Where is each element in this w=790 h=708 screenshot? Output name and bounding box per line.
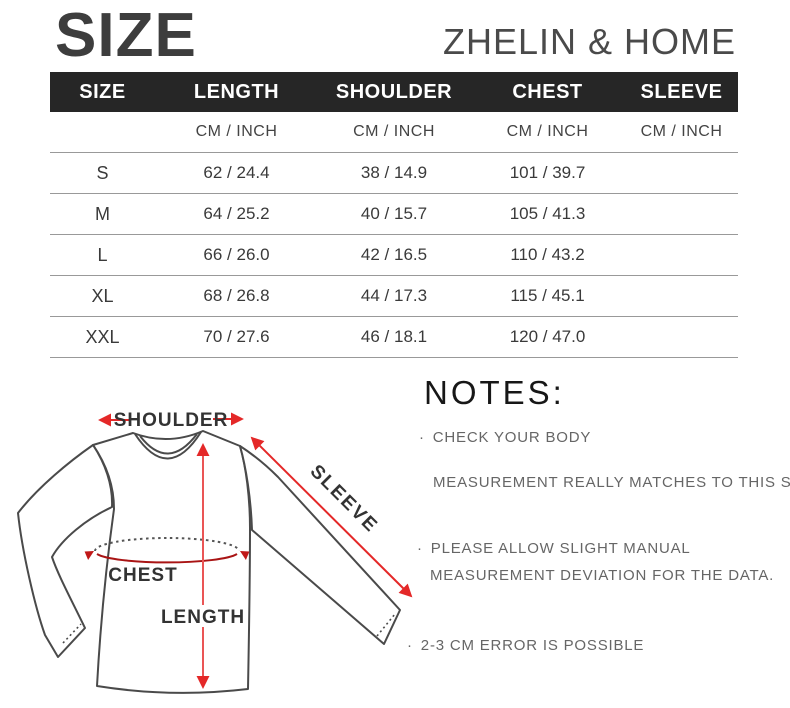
- table-row: M 64 / 25.2 40 / 15.7 105 / 41.3: [50, 194, 738, 235]
- note-item: · CHECK YOUR BODY: [419, 429, 591, 446]
- table-row: S 62 / 24.4 38 / 14.9 101 / 39.7: [50, 153, 738, 194]
- length-cell: 64 / 25.2: [203, 204, 270, 223]
- note-item: · 2-3 CM ERROR IS POSSIBLE: [407, 637, 644, 654]
- header-cell-size: SIZE: [79, 80, 126, 103]
- unit-cell: CM / INCH: [195, 123, 278, 140]
- left-sleeve: [17, 444, 114, 658]
- unit-cell: CM / INCH: [506, 123, 589, 140]
- table-row: XL 68 / 26.8 44 / 17.3 115 / 45.1: [50, 276, 738, 317]
- chest-cell: 120 / 47.0: [509, 327, 586, 346]
- note-item-continuation: MEASUREMENT DEVIATION FOR THE DATA.: [430, 567, 774, 584]
- note-text: MEASUREMENT DEVIATION FOR THE DATA.: [430, 567, 775, 584]
- table-header-row: SIZE LENGTH SHOULDER CHEST SLEEVE: [50, 72, 738, 112]
- shoulder-cell: 44 / 17.3: [360, 286, 428, 305]
- length-cell: 62 / 24.4: [203, 163, 270, 182]
- header-cell-length: LENGTH: [193, 80, 280, 103]
- bullet-icon: ·: [419, 429, 425, 446]
- chest-measure-arc: [96, 553, 238, 564]
- collar-outer-arc: [134, 431, 202, 460]
- bullet-icon: ·: [417, 540, 423, 557]
- table-units-row: CM / INCH CM / INCH CM / INCH CM / INCH: [50, 112, 738, 153]
- chest-label: CHEST: [108, 565, 177, 586]
- bullet-icon: ·: [407, 637, 413, 654]
- chest-arrowhead-left-icon: [84, 551, 94, 561]
- note-item: · PLEASE ALLOW SLIGHT MANUAL: [417, 540, 691, 557]
- tshirt-diagram: SHOULDER CHEST LENGTH SLEEVE: [17, 410, 413, 694]
- header-cell-chest: CHEST: [512, 80, 583, 103]
- size-cell: L: [97, 244, 108, 265]
- length-label-backplate: [169, 605, 237, 627]
- unit-cell: CM / INCH: [640, 123, 723, 140]
- length-label: LENGTH: [161, 607, 245, 628]
- page-title: SIZE: [55, 1, 197, 70]
- note-item-continuation: MEASUREMENT REALLY MATCHES TO THIS SET: [433, 474, 790, 491]
- chest-cell: 101 / 39.7: [509, 163, 586, 182]
- note-text: CHECK YOUR BODY: [432, 429, 592, 446]
- shoulder-cell: 46 / 18.1: [360, 327, 428, 346]
- left-cuff-stitches: [62, 623, 82, 644]
- brand-name: ZHELIN & HOME: [442, 21, 736, 62]
- header-cell-sleeve: SLEEVE: [640, 80, 723, 103]
- length-cell: 68 / 26.8: [203, 286, 270, 305]
- unit-cell: CM / INCH: [353, 123, 435, 140]
- size-cell: S: [96, 162, 109, 183]
- table-row: L 66 / 26.0 42 / 16.5 110 / 43.2: [50, 235, 738, 276]
- chest-cell: 110 / 43.2: [510, 245, 585, 264]
- length-cell: 66 / 26.0: [203, 245, 270, 264]
- collar-inner-arc: [139, 433, 198, 455]
- note-text: 2-3 CM ERROR IS POSSIBLE: [420, 637, 645, 654]
- size-table: SIZE LENGTH SHOULDER CHEST SLEEVE CM / I…: [50, 72, 738, 358]
- chest-arrowhead-right-icon: [240, 551, 250, 561]
- notes-title: NOTES:: [424, 374, 565, 411]
- size-cell: XXL: [85, 326, 120, 347]
- size-cell: XL: [91, 285, 114, 306]
- table-row: XXL 70 / 27.6 46 / 18.1 120 / 47.0: [50, 317, 738, 358]
- chest-cell: 115 / 45.1: [510, 286, 585, 305]
- shoulder-cell: 38 / 14.9: [360, 163, 428, 182]
- chest-cell: 105 / 41.3: [509, 204, 586, 223]
- size-cell: M: [95, 203, 110, 224]
- note-text: PLEASE ALLOW SLIGHT MANUAL: [430, 540, 691, 557]
- chest-dotted-arc: [94, 537, 240, 552]
- note-text: MEASUREMENT REALLY MATCHES TO THIS SET: [433, 474, 790, 491]
- shoulder-cell: 40 / 15.7: [360, 204, 428, 223]
- shoulder-cell: 42 / 16.5: [360, 245, 428, 264]
- header-cell-shoulder: SHOULDER: [335, 80, 453, 103]
- length-cell: 70 / 27.6: [203, 327, 270, 346]
- shoulder-label: SHOULDER: [114, 410, 229, 431]
- sleeve-arrow-icon: [250, 436, 413, 598]
